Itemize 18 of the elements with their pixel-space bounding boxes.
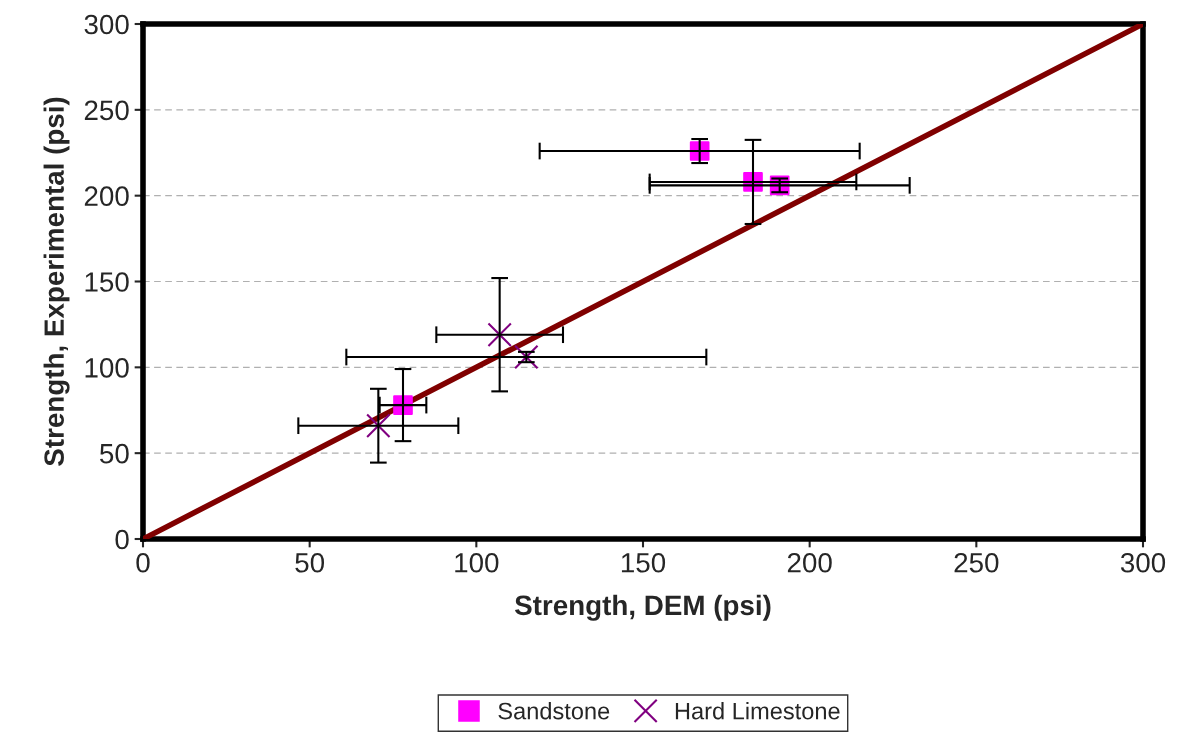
x-tick-label: 150 xyxy=(621,552,666,573)
y-tick-label: 250 xyxy=(84,100,129,121)
y-tick-label: 300 xyxy=(84,14,129,35)
x-tick-label: 100 xyxy=(455,552,499,573)
legend-label: Sandstone xyxy=(498,702,610,720)
x-tick-label: 50 xyxy=(295,552,325,573)
legend-label: Hard Limestone xyxy=(675,702,840,720)
x-tick-label: 300 xyxy=(1120,552,1166,573)
y-tick-label: 0 xyxy=(115,529,129,550)
y-tick-label: 50 xyxy=(100,443,129,464)
x-tick-label: 250 xyxy=(954,552,999,573)
x-tick-label: 0 xyxy=(136,552,150,573)
y-tick-label: 150 xyxy=(85,272,129,292)
y-tick-label: 200 xyxy=(84,186,129,207)
x-tick-label: 200 xyxy=(787,552,832,573)
x-axis-title: Strength, DEM (psi) xyxy=(514,594,771,621)
y-tick-label: 100 xyxy=(85,358,129,378)
y-axis-title: Strength, Experimental (psi) xyxy=(43,97,70,466)
